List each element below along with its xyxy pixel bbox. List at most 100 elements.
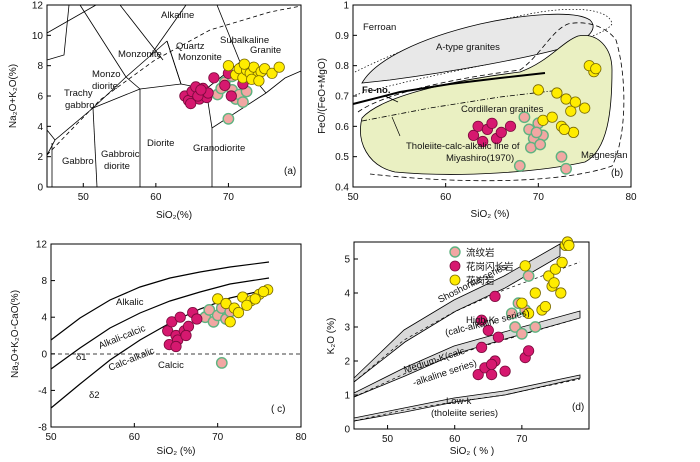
panel-a-alkaline-boundary [46, 5, 302, 156]
data-point-b-s1-0 [467, 129, 480, 141]
data-point-d-s2-1 [519, 260, 531, 272]
x-tick-label-a-1: 60 [150, 192, 162, 203]
data-point-d-s1-4 [485, 368, 498, 381]
panel-b-cordilleran-field [360, 35, 613, 175]
data-point-a-s2-11 [273, 61, 285, 73]
data-point-b-s2-1 [551, 87, 563, 99]
panel-b-ylabel: FeO/(FeO+MgO) [317, 58, 328, 134]
x-tick-label-b-1: 60 [440, 192, 452, 203]
panel-b: Ferroan A-type granites Fe-no. Cordiller… [317, 1, 637, 221]
panel-b-xlabel: SiO₂ (%) [471, 209, 510, 220]
data-point-d-s1-11 [489, 290, 501, 302]
a-label-monzonite-q: Monzonite [178, 52, 222, 63]
x-tick-label-c-0: 50 [45, 432, 57, 443]
data-point-b-s0-6 [513, 159, 526, 172]
data-point-d-s2-7 [549, 263, 562, 275]
b-label-tholeiite-line: Tholeiite-calc-alkalic line of [406, 141, 520, 152]
data-point-d-s0-5 [529, 321, 542, 333]
a-label-alkaline: Alkaline [161, 10, 194, 21]
legend-swatch-granite [449, 274, 461, 286]
panel-d-xlabel: SiO₂ ( % ) [450, 446, 494, 457]
data-point-b-s1-7 [504, 120, 517, 132]
y-tick-label-d-3: 3 [344, 323, 350, 334]
data-point-a-s0-6 [236, 96, 249, 109]
data-point-c-s2-11 [257, 285, 270, 298]
x-tick-label-a-2: 70 [223, 192, 235, 203]
x-tick-label-c-2: 70 [212, 432, 224, 443]
c-label-delta1: δ1 [76, 352, 87, 363]
x-tick-label-b-0: 50 [347, 192, 359, 203]
panel-d-dashed-2 [353, 317, 581, 398]
data-point-a-s1-7 [185, 98, 197, 110]
data-point-d-s0-0 [505, 307, 518, 320]
a-label-trachy: Trachy [64, 88, 93, 99]
data-point-b-s1-6 [495, 126, 507, 138]
panel-b-fe-number-line [352, 72, 546, 105]
panel-d-points [472, 236, 575, 381]
data-point-a-s2-10 [266, 67, 278, 79]
data-point-d-s2-0 [516, 297, 528, 309]
c-label-calcic: Calcic [158, 360, 184, 371]
data-point-d-s2-10 [539, 300, 552, 313]
data-point-b-s2-12 [590, 63, 602, 75]
panel-a-field-labels: Alkaline Subalkaline Granite Quartz Monz… [62, 10, 281, 172]
y-tick-label-c-2: 0 [41, 349, 47, 360]
legend-swatch-granodiorite [449, 260, 461, 272]
panel-c-xlabel: SiO₂ (%) [157, 446, 196, 457]
data-point-d-s1-9 [522, 345, 535, 357]
data-point-a-s2-13 [253, 75, 265, 87]
a-label-granite: Granite [250, 45, 281, 56]
c-label-calc-alkalic: Calc-alkalic [107, 345, 156, 373]
a-label-gabbro: Gabbro [62, 156, 94, 167]
y-tick-label-b-4: 0.8 [335, 61, 349, 72]
data-point-a-s1-11 [219, 79, 231, 92]
data-point-b-s2-3 [565, 105, 577, 117]
b-label-magnesian: Magnesian [581, 150, 627, 161]
x-tick-label-d-1: 60 [449, 434, 461, 445]
data-point-b-s0-7 [555, 150, 568, 163]
panel-c: Alkalic Alkali-calcic Calc-alkalic Calci… [10, 240, 307, 458]
a-label-monzonite: Monzonite [118, 49, 162, 60]
c-label-alkalic: Alkalic [116, 297, 144, 308]
data-point-d-s1-1 [475, 341, 488, 353]
x-tick-label-d-2: 70 [516, 434, 528, 445]
c-label-alkali-calcic: Alkali-calcic [97, 323, 147, 352]
x-tick-label-b-3: 80 [625, 192, 637, 203]
data-point-c-s2-8 [241, 299, 253, 311]
b-label-ferroan: Ferroan [363, 22, 396, 33]
data-point-d-s2-11 [548, 277, 560, 289]
y-tick-label-a-6: 12 [32, 1, 44, 12]
y-tick-label-c-4: 8 [41, 276, 47, 287]
legend-swatch-rhyolite [449, 246, 461, 258]
panel-b-ferroan-dotted [354, 8, 613, 96]
x-tick-label-a-0: 50 [78, 192, 90, 203]
panel-a-xlabel: SiO₂(%) [156, 210, 192, 221]
data-point-a-s2-14 [238, 58, 250, 70]
data-point-b-s2-11 [558, 123, 570, 135]
legend-label-rhyolite: 流纹岩 [466, 247, 495, 259]
data-point-d-s0-2 [516, 327, 528, 340]
data-point-d-s1-0 [472, 368, 484, 381]
a-label-diorite: Diorite [147, 138, 174, 149]
y-tick-label-d-0: 0 [344, 425, 350, 436]
panel-c-points [162, 284, 274, 369]
b-label-cordilleran: Cordilleran granites [461, 104, 544, 115]
data-point-c-s1-3 [174, 311, 186, 323]
panel-b-leader-2 [384, 95, 399, 103]
data-point-c-s0-1 [203, 303, 216, 316]
b-label-miyashiro: Miyashiro(1970) [446, 153, 514, 164]
data-point-c-s1-10 [191, 313, 203, 325]
panel-c-boundary-alkali-calcic [50, 277, 270, 370]
y-tick-label-c-1: -4 [38, 386, 47, 397]
y-tick-label-d-2: 2 [344, 357, 350, 368]
a-label-granodiorite: Granodiorite [193, 143, 245, 154]
b-label-fe-no: Fe-no. [362, 85, 391, 96]
data-point-b-s1-1 [472, 120, 484, 132]
panel-b-field-labels: Ferroan A-type granites Fe-no. Cordiller… [362, 22, 627, 164]
y-tick-label-b-0: 0.4 [335, 183, 349, 194]
data-point-a-s2-0 [222, 60, 234, 72]
y-tick-label-d-5: 5 [344, 255, 350, 266]
panel-c-ticks: 50 60 70 80 -8 -4 0 4 8 12 [36, 240, 307, 444]
a-label-gabbroic-diorite: diorite [104, 161, 130, 172]
c-label-delta2: δ2 [89, 390, 100, 401]
